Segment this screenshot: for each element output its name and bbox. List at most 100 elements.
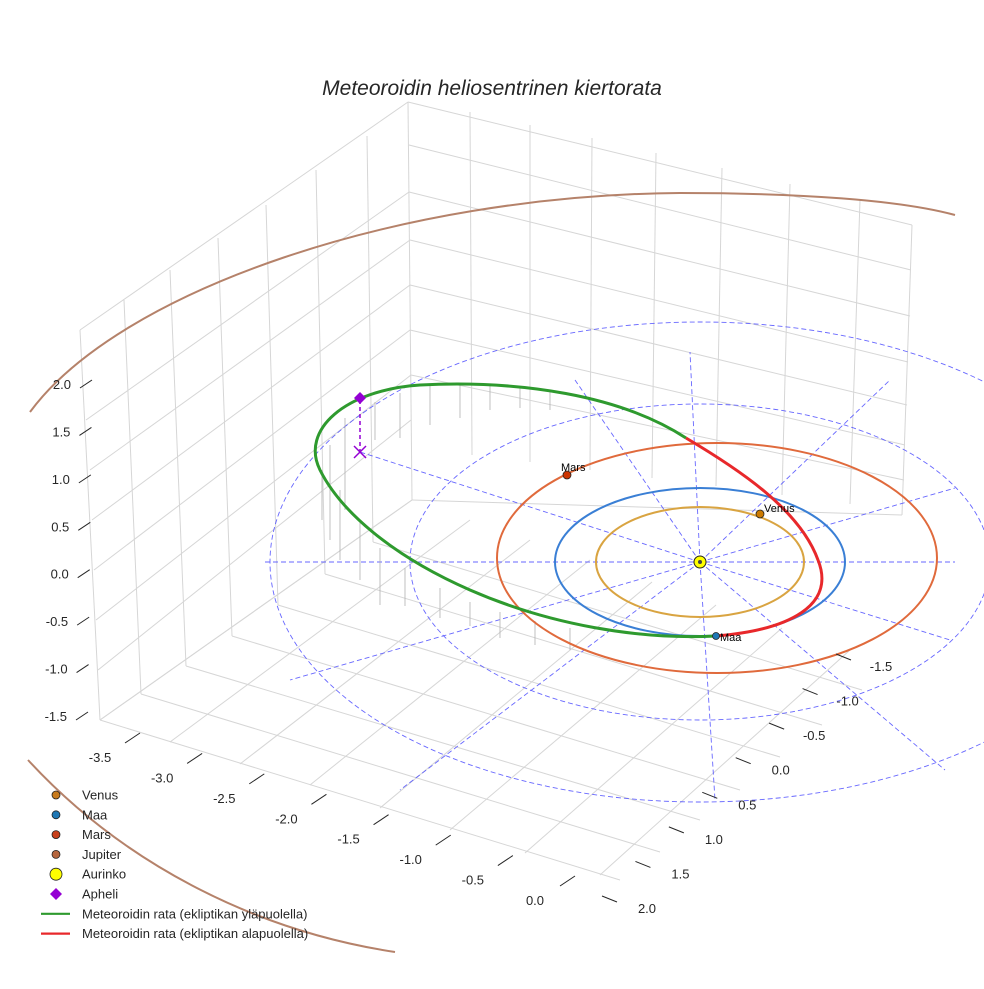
legend-item: Meteoroidin rata (ekliptikan alapuolella… [41, 926, 308, 941]
y-tick-label: 2.0 [638, 901, 656, 916]
grid-line [85, 191, 410, 421]
projection-stems [321, 383, 571, 650]
legend-label: Meteoroidin rata (ekliptikan yläpuolella… [82, 906, 307, 921]
legend-item: Mars [51, 827, 111, 842]
y-tick-mark [702, 791, 718, 799]
y-tick-mark [668, 826, 685, 834]
mars-label: Mars [561, 462, 586, 474]
grid-line [185, 665, 701, 821]
mars-dot [562, 470, 572, 480]
z-tick-mark [76, 664, 89, 673]
ecliptic-radial-line [699, 379, 891, 563]
grid-line [95, 374, 412, 621]
y-tick-mark [635, 860, 651, 868]
y-tick-label: 0.0 [772, 763, 790, 778]
x-tick-label: -0.5 [462, 873, 484, 888]
y-tick-mark [735, 757, 751, 765]
grid-line [407, 101, 913, 226]
earth-dot [712, 632, 720, 640]
venus-label: Venus [764, 503, 795, 515]
ecliptic-radial-line [699, 561, 951, 641]
y-tick-label: -0.5 [803, 728, 825, 743]
sun-core [698, 560, 702, 564]
aphelion-diamond [354, 392, 366, 404]
ecliptic-radial-line [359, 451, 701, 563]
grid-line [169, 269, 187, 667]
ecliptic-radial-line [689, 351, 701, 563]
legend-label: Apheli [82, 887, 118, 902]
grid-line [372, 541, 863, 691]
legend-marker [51, 790, 61, 800]
grid-line [781, 183, 791, 496]
legend-item: Aurinko [49, 867, 126, 882]
grid-line [324, 573, 823, 726]
ecliptic-radial-line [289, 561, 701, 681]
z-tick-mark [78, 521, 91, 531]
jupiter-orbit-lower [27, 759, 396, 953]
z-tick-label: -1.0 [45, 662, 67, 677]
grid-line [91, 284, 411, 521]
ecliptic-radial-line [399, 561, 701, 791]
legend-marker [51, 810, 61, 820]
grid-line [79, 101, 409, 331]
legend-label: Aurinko [82, 867, 126, 882]
y-tick-mark [768, 722, 785, 730]
chart-title: Meteoroidin heliosentrinen kiertorata [322, 77, 662, 100]
y-tick-label: 0.5 [738, 797, 756, 812]
legend-item: Jupiter [51, 847, 122, 862]
earth-label: Maa [720, 632, 742, 644]
x-tick-mark [373, 814, 389, 826]
grid-line [123, 299, 142, 695]
x-tick-label: -3.0 [151, 770, 173, 785]
x-tick-mark [497, 855, 514, 866]
meteoroid-orbit-above [313, 382, 717, 639]
z-tick-label: 1.0 [52, 472, 70, 487]
legend-label: Maa [82, 807, 108, 822]
grid-line [140, 693, 661, 853]
grid-line [599, 649, 851, 876]
ecliptic-radial-line [699, 561, 946, 771]
x-tick-label: 0.0 [526, 893, 544, 908]
grid-line [651, 152, 657, 479]
x-tick-mark [435, 834, 451, 846]
legend-marker [50, 888, 62, 900]
venus-dot [755, 509, 765, 519]
grid-line [524, 627, 783, 854]
x-axis-ticks: -3.5 -3.0 -2.5 -2.0 -1.5 -1.0 -0.5 0.0 [89, 732, 576, 908]
grid-line [849, 199, 861, 505]
y-tick-label: -1.5 [870, 659, 892, 674]
legend-item: Meteoroidin rata (ekliptikan yläpuolella… [41, 906, 307, 921]
x-tick-label: -2.0 [275, 811, 297, 826]
grid-line [901, 224, 913, 516]
legend-item: Apheli [50, 887, 118, 902]
z-tick-label: 0.0 [51, 567, 69, 582]
z-tick-label: -0.5 [46, 614, 68, 629]
z-tick-mark [77, 569, 90, 579]
legend-marker [51, 830, 61, 839]
y-tick-mark [835, 653, 852, 661]
aphelion-group [353, 392, 367, 459]
grid-line [309, 559, 591, 786]
x-tick-mark [249, 773, 265, 785]
z-axis-ticks: -1.5 -1.0 -0.5 0.0 0.5 1.0 1.5 2.0 [45, 377, 93, 724]
grid-line [265, 204, 279, 606]
grid-line [409, 329, 906, 446]
y-tick-label: -1.0 [836, 694, 858, 709]
grid-line [315, 169, 326, 575]
legend-marker [49, 867, 63, 881]
legend-label: Jupiter [82, 847, 122, 862]
x-tick-mark [311, 793, 327, 805]
y-tick-mark [601, 895, 618, 903]
y-tick-label: 1.0 [705, 832, 723, 847]
grid-line [409, 239, 909, 363]
grid-line [407, 101, 413, 501]
grid-line [410, 374, 905, 481]
legend-item: Maa [51, 807, 108, 822]
ecliptic-radial-line [574, 379, 701, 563]
z-tick-mark [75, 711, 89, 721]
x-tick-mark [124, 732, 141, 744]
grid-line [239, 539, 531, 765]
grid-line [411, 499, 903, 516]
grid-line [231, 635, 741, 791]
